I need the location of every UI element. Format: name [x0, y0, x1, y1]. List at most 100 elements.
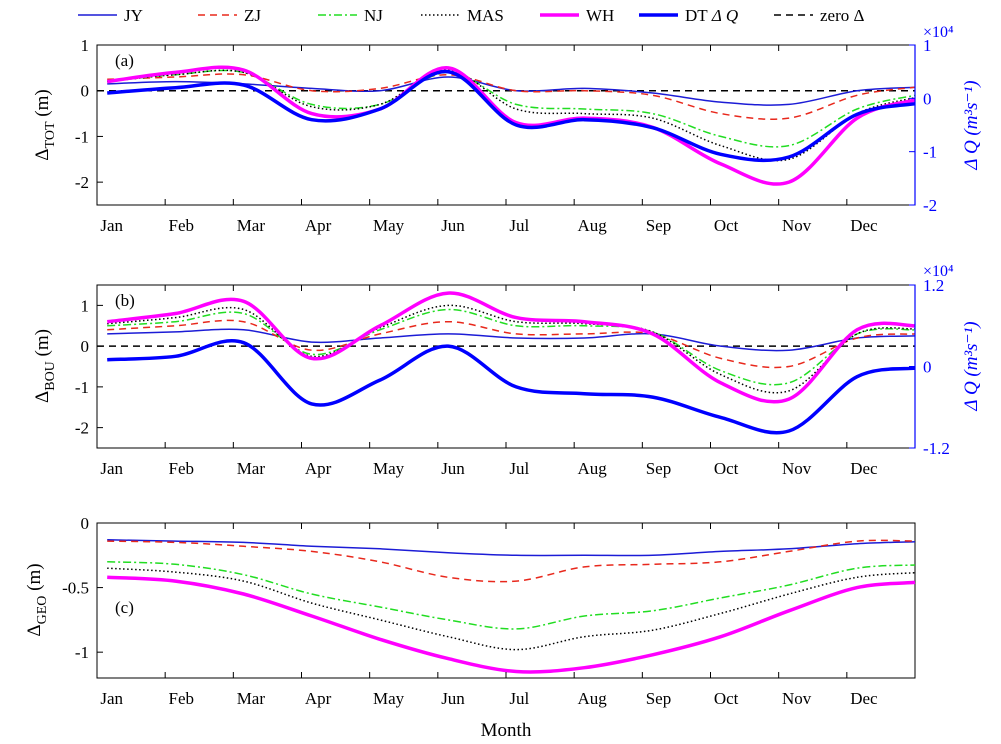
x-tick-label-jun: Jun: [441, 689, 465, 708]
legend: JY ZJ NJ MAS WH DT Δ Q zero Δ: [78, 6, 865, 25]
right-tick-label: 1: [923, 36, 932, 55]
panel-b: (b) 1 0 -1 -2 1.2 0 -1.2 Jan Feb Mar Apr May Jun Ju…: [32, 263, 982, 478]
legend-label-dt: DT Δ Q: [685, 6, 738, 25]
panel-b-label: (b): [115, 291, 135, 310]
panel-b-y-title: ΔBOU (m): [32, 329, 58, 403]
x-tick-label-nov: Nov: [782, 459, 812, 478]
series-line-zj: [107, 319, 916, 369]
panel-c-y-title: ΔGEO (m): [24, 563, 50, 636]
y-tick-label: -0.5: [62, 579, 89, 598]
x-tick-label-oct: Oct: [714, 216, 739, 235]
series-line-nj: [107, 561, 916, 630]
y-tick-label: -1: [75, 378, 89, 397]
x-tick-label-dec: Dec: [850, 459, 878, 478]
series-line-nj: [107, 69, 916, 148]
x-tick-label-jul: Jul: [509, 216, 529, 235]
x-tick-label-jun: Jun: [441, 216, 465, 235]
y-tick-label: 0: [81, 82, 90, 101]
x-tick-label-jan: Jan: [100, 689, 123, 708]
y-tick-label: 0: [81, 337, 90, 356]
panel-c-series: [107, 539, 916, 674]
panel-a-right-exponent: ×10⁴: [923, 24, 954, 41]
x-tick-label-aug: Aug: [578, 216, 608, 235]
right-tick-label: 1.2: [923, 276, 944, 295]
panel-a: (a) 1 0 -1 -2 1 0 -1 -2 Jan Feb Mar Apr May Jun Jul A…: [32, 24, 982, 235]
panel-a-x-ticks: Jan Feb Mar Apr May Jun Jul Aug Sep Oct Nov Dec: [100, 45, 878, 235]
series-line-dt: [107, 69, 916, 163]
y-tick-label: -2: [75, 173, 89, 192]
legend-label-jy: JY: [124, 6, 143, 25]
x-tick-label-may: May: [373, 689, 405, 708]
panel-b-series: [97, 291, 916, 435]
series-line-wh: [107, 575, 916, 674]
legend-label-wh: WH: [586, 6, 614, 25]
legend-label-nj: NJ: [364, 6, 383, 25]
x-tick-label-jan: Jan: [100, 216, 123, 235]
series-line-wh: [106, 291, 916, 404]
series-line-jy: [107, 539, 916, 557]
x-tick-label-apr: Apr: [305, 459, 332, 478]
panel-c-frame: [96, 522, 916, 679]
x-tick-label-nov: Nov: [782, 216, 812, 235]
series-line-mas: [107, 567, 916, 651]
panel-b-x-ticks: Jan Feb Mar Apr May Jun Jul Aug Sep Oct Nov Dec: [100, 285, 878, 478]
x-tick-label-may: May: [373, 216, 405, 235]
x-tick-label-jun: Jun: [441, 459, 465, 478]
x-tick-label-apr: Apr: [305, 689, 332, 708]
series-line-zj: [107, 73, 916, 120]
panel-c-label: (c): [115, 598, 134, 617]
panel-b-right-ticks: 1.2 0 -1.2: [909, 276, 950, 458]
legend-label-zj: ZJ: [244, 6, 261, 25]
x-axis-title: Month: [481, 720, 532, 741]
y-tick-label: -1: [75, 127, 89, 146]
x-tick-label-nov: Nov: [782, 689, 812, 708]
series-line-mas: [107, 304, 916, 394]
x-tick-label-mar: Mar: [237, 459, 266, 478]
panel-a-right-ticks: 1 0 -1 -2: [909, 36, 937, 215]
y-tick-label: 1: [81, 36, 90, 55]
panel-c-x-ticks: Jan Feb Mar Apr May Jun Jul Aug Sep Oct Nov Dec: [100, 523, 878, 708]
x-tick-label-may: May: [373, 459, 405, 478]
x-tick-label-jan: Jan: [100, 459, 123, 478]
x-tick-label-sep: Sep: [646, 689, 672, 708]
series-line-jy: [107, 328, 916, 352]
right-tick-label: -2: [923, 196, 937, 215]
x-tick-label-dec: Dec: [850, 689, 878, 708]
x-tick-label-feb: Feb: [169, 459, 195, 478]
panel-a-y-ticks: 1 0 -1 -2: [75, 36, 103, 192]
panel-c: (c) 0 -0.5 -1 Jan Feb Mar Apr May Jun Jul Aug Sep O…: [24, 514, 916, 708]
series-line-mas: [107, 69, 916, 162]
right-tick-label: -1: [923, 143, 937, 162]
panel-b-right-title: Δ Q (m³s⁻¹): [961, 321, 982, 411]
x-tick-label-oct: Oct: [714, 689, 739, 708]
x-tick-label-sep: Sep: [646, 459, 672, 478]
right-tick-label: -1.2: [923, 439, 950, 458]
x-tick-label-feb: Feb: [169, 689, 195, 708]
series-line-dt: [107, 339, 916, 435]
x-tick-label-jul: Jul: [509, 689, 529, 708]
x-tick-label-aug: Aug: [578, 689, 608, 708]
legend-dq-label: Δ Q: [708, 6, 738, 25]
legend-label-mas: MAS: [467, 6, 504, 25]
right-tick-label: 0: [923, 358, 932, 377]
y-tick-label: 1: [81, 296, 90, 315]
panel-c-y-ticks: 0 -0.5 -1: [62, 514, 103, 662]
x-tick-label-jul: Jul: [509, 459, 529, 478]
panel-b-right-exponent: ×10⁴: [923, 263, 954, 280]
y-tick-label: 0: [81, 514, 90, 533]
panel-b-y-ticks: 1 0 -1 -2: [75, 296, 103, 438]
x-tick-label-mar: Mar: [237, 689, 266, 708]
panel-a-right-title: Δ Q (m³s⁻¹): [961, 80, 982, 170]
legend-label-zero: zero Δ: [820, 6, 865, 25]
series-line-zj: [107, 539, 916, 583]
right-tick-label: 0: [923, 89, 932, 108]
x-tick-label-apr: Apr: [305, 216, 332, 235]
panel-a-y-title: ΔTOT (m): [32, 89, 58, 160]
series-line-nj: [107, 308, 916, 386]
y-tick-label: -2: [75, 419, 89, 438]
x-tick-label-dec: Dec: [850, 216, 878, 235]
x-tick-label-sep: Sep: [646, 216, 672, 235]
panel-a-series: [97, 65, 916, 186]
series-line-wh: [106, 65, 916, 186]
